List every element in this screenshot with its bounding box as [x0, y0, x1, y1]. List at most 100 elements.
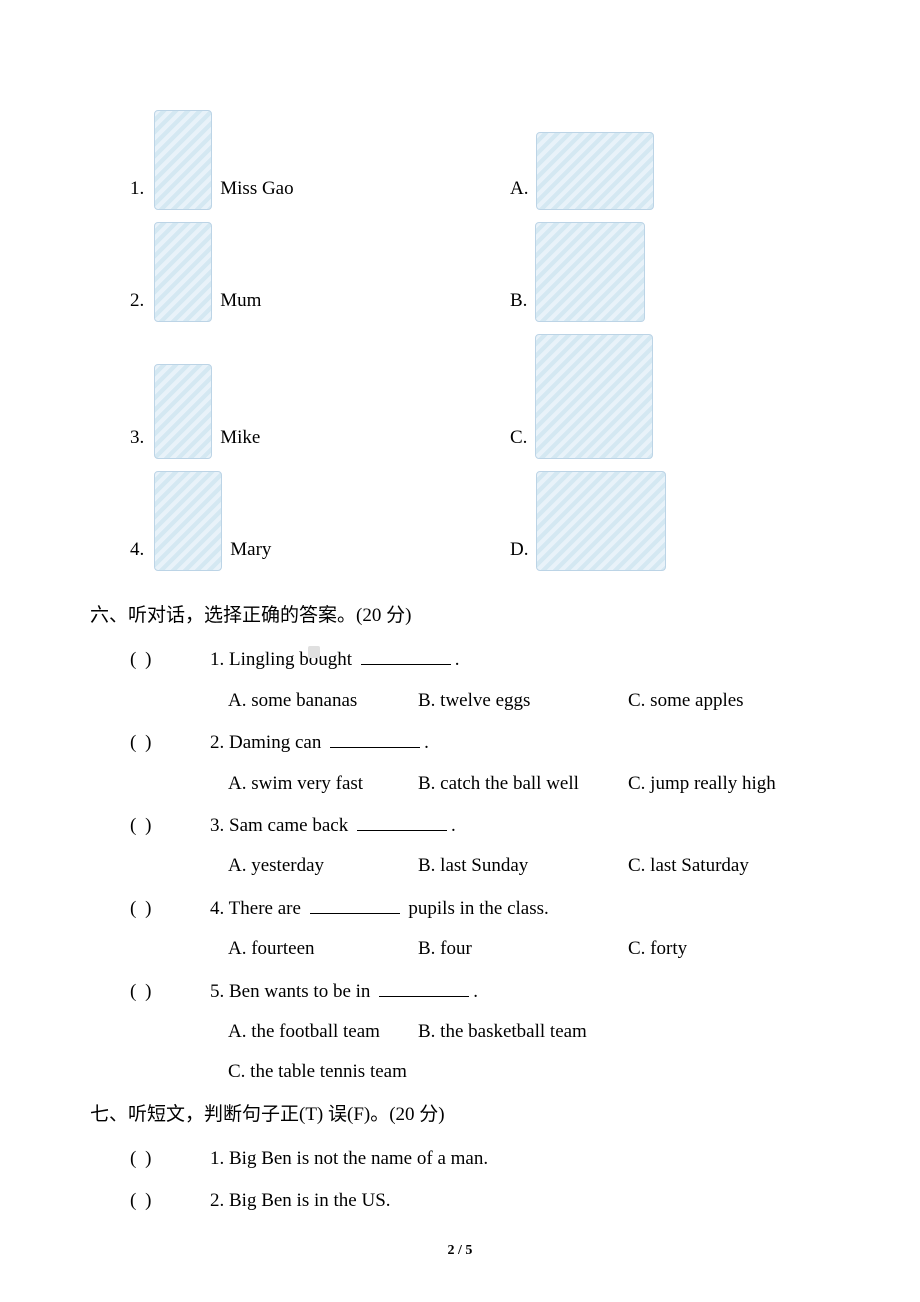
question-stem-line: ( ) 2. Daming can . — [130, 728, 790, 758]
fill-blank — [310, 913, 400, 914]
match-left-2: 2. Mum — [130, 222, 510, 322]
matching-row: 4. Mary D. — [130, 471, 790, 571]
answer-blank[interactable]: ( ) — [130, 811, 210, 841]
option-b: B. last Sunday — [418, 851, 628, 881]
match-label: Mary — [230, 535, 271, 565]
question-stem-line: ( ) 3. Sam came back . — [130, 811, 790, 841]
answer-blank[interactable]: ( ) — [130, 894, 210, 924]
question-stem: 3. Sam came back . — [210, 811, 790, 841]
section-6-title: 六、听对话，选择正确的答案。(20 分) — [90, 601, 790, 631]
stem-before: 5. Ben wants to be in — [210, 981, 375, 1002]
tf-question-1: ( ) 1. Big Ben is not the name of a man. — [130, 1144, 790, 1174]
option-b: B. catch the ball well — [418, 769, 628, 799]
fill-blank — [330, 747, 420, 748]
option-b: B. the basketball team — [418, 1017, 628, 1047]
match-label: Mike — [220, 423, 260, 453]
question-stem-line: ( ) 4. There are pupils in the class. — [130, 894, 790, 924]
bookstore-icon — [535, 222, 645, 322]
match-right-1: A. — [510, 132, 654, 210]
fill-blank — [357, 830, 447, 831]
option-a: A. some bananas — [228, 686, 418, 716]
matching-section: 1. Miss Gao A. 2. Mum B. 3. Mike C. — [130, 110, 790, 571]
match-letter: A. — [510, 174, 528, 204]
question-stem: 5. Ben wants to be in . — [210, 977, 790, 1007]
question-4: ( ) 4. There are pupils in the class. A.… — [130, 894, 790, 965]
stem-before: 1. Lingling bought — [210, 649, 357, 670]
match-left-4: 4. Mary — [130, 471, 510, 571]
match-letter: C. — [510, 423, 527, 453]
question-stem: 1. Lingling bought . — [210, 645, 790, 675]
answer-blank[interactable]: ( ) — [130, 728, 210, 758]
stem-before: 4. There are — [210, 898, 306, 919]
match-right-4: D. — [510, 471, 666, 571]
match-num: 2. — [130, 286, 144, 316]
question-stem-line: ( ) 5. Ben wants to be in . — [130, 977, 790, 1007]
match-label: Miss Gao — [220, 174, 293, 204]
girl-icon — [154, 471, 222, 571]
option-a: A. yesterday — [228, 851, 418, 881]
tf-line: ( ) 1. Big Ben is not the name of a man. — [130, 1144, 790, 1174]
stem-after: . — [455, 649, 460, 670]
section-7-title: 七、听短文，判断句子正(T) 误(F)。(20 分) — [90, 1100, 790, 1130]
option-c: C. forty — [628, 934, 790, 964]
stem-after: pupils in the class. — [404, 898, 549, 919]
match-num: 1. — [130, 174, 144, 204]
options-row: A. the football team B. the basketball t… — [228, 1017, 790, 1047]
option-c: C. jump really high — [628, 769, 790, 799]
question-2: ( ) 2. Daming can . A. swim very fast B.… — [130, 728, 790, 799]
stem-before: 3. Sam came back — [210, 815, 353, 836]
fill-blank — [361, 664, 451, 665]
page-number: 2 / 5 — [0, 1240, 920, 1262]
tf-line: ( ) 2. Big Ben is in the US. — [130, 1186, 790, 1216]
fill-blank — [379, 996, 469, 997]
answer-blank[interactable]: ( ) — [130, 977, 210, 1007]
matching-row: 3. Mike C. — [130, 334, 790, 459]
stem-after: . — [473, 981, 478, 1002]
option-c: C. the table tennis team — [228, 1061, 407, 1082]
decorative-dot — [308, 646, 320, 658]
option-a: A. the football team — [228, 1017, 418, 1047]
answer-blank[interactable]: ( ) — [130, 1144, 210, 1174]
answer-blank[interactable]: ( ) — [130, 645, 210, 675]
options-row: A. fourteen B. four C. forty — [228, 934, 790, 964]
question-1: ( ) 1. Lingling bought . A. some bananas… — [130, 645, 790, 716]
option-b: B. twelve eggs — [418, 686, 628, 716]
stem-before: 2. Daming can — [210, 732, 326, 753]
question-stem: 4. There are pupils in the class. — [210, 894, 790, 924]
match-left-3: 3. Mike — [130, 364, 510, 459]
question-5: ( ) 5. Ben wants to be in . A. the footb… — [130, 977, 790, 1088]
answer-blank[interactable]: ( ) — [130, 1186, 210, 1216]
option-a: A. swim very fast — [228, 769, 418, 799]
options-row: A. swim very fast B. catch the ball well… — [228, 769, 790, 799]
option-b: B. four — [418, 934, 628, 964]
match-left-1: 1. Miss Gao — [130, 110, 510, 210]
option-a: A. fourteen — [228, 934, 418, 964]
option-c: C. last Saturday — [628, 851, 790, 881]
stem-after: . — [424, 732, 429, 753]
match-letter: B. — [510, 286, 527, 316]
park-icon — [535, 334, 653, 459]
teacher-icon — [154, 110, 212, 210]
option-c: C. some apples — [628, 686, 790, 716]
mum-icon — [154, 222, 212, 322]
tf-question-2: ( ) 2. Big Ben is in the US. — [130, 1186, 790, 1216]
option-c-line: C. the table tennis team — [228, 1057, 790, 1087]
matching-row: 2. Mum B. — [130, 222, 790, 322]
question-stem: 2. Daming can . — [210, 728, 790, 758]
tf-text: 1. Big Ben is not the name of a man. — [210, 1144, 790, 1174]
match-right-2: B. — [510, 222, 645, 322]
match-letter: D. — [510, 535, 528, 565]
great-wall-icon — [536, 132, 654, 210]
options-row: A. some bananas B. twelve eggs C. some a… — [228, 686, 790, 716]
boy-icon — [154, 364, 212, 459]
question-3: ( ) 3. Sam came back . A. yesterday B. l… — [130, 811, 790, 882]
question-stem-line: ( ) 1. Lingling bought . — [130, 645, 790, 675]
match-num: 4. — [130, 535, 144, 565]
match-right-3: C. — [510, 334, 653, 459]
options-row: A. yesterday B. last Sunday C. last Satu… — [228, 851, 790, 881]
city-skyline-icon — [536, 471, 666, 571]
match-label: Mum — [220, 286, 261, 316]
match-num: 3. — [130, 423, 144, 453]
matching-row: 1. Miss Gao A. — [130, 110, 790, 210]
stem-after: . — [451, 815, 456, 836]
